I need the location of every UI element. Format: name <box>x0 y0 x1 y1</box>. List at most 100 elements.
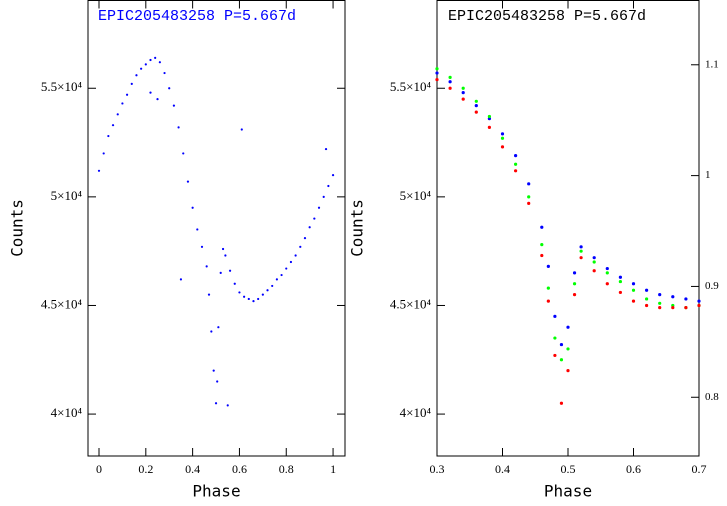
data-point <box>697 299 701 303</box>
data-point <box>233 282 236 285</box>
data-point <box>572 282 577 286</box>
y-axis-label: Counts <box>348 199 367 257</box>
data-point <box>275 278 278 281</box>
data-point <box>182 152 185 155</box>
x-tick-label: 0.4 <box>185 462 200 476</box>
data-point <box>435 67 439 71</box>
y-tick-label: 5×10⁴ <box>400 188 432 203</box>
data-point <box>461 90 465 95</box>
data-point <box>216 380 219 383</box>
data-point <box>102 152 105 155</box>
data-point <box>448 75 452 79</box>
data-point <box>500 145 505 149</box>
data-point <box>592 269 596 273</box>
data-point <box>448 80 452 84</box>
data-point <box>144 63 147 66</box>
data-point <box>224 254 227 257</box>
data-point <box>210 330 213 333</box>
y-tick-label: 4×10⁴ <box>51 405 83 420</box>
data-point <box>238 291 241 294</box>
data-point <box>196 228 199 231</box>
y-tick-label: 5×10⁴ <box>51 188 83 203</box>
data-point <box>191 206 194 209</box>
data-point <box>261 293 264 296</box>
x-tick-label: 0 <box>96 462 102 476</box>
data-point <box>448 86 452 90</box>
data-point <box>154 56 157 59</box>
data-point <box>487 125 491 129</box>
data-point <box>645 303 649 308</box>
data-point <box>540 243 544 247</box>
data-point <box>540 225 544 229</box>
data-point <box>313 217 316 220</box>
data-point <box>527 182 531 186</box>
data-point <box>605 271 609 275</box>
data-point <box>212 369 215 372</box>
data-point <box>130 82 133 86</box>
data-point <box>572 293 577 297</box>
data-point <box>684 306 688 310</box>
data-point <box>572 271 577 275</box>
data-point <box>266 289 269 292</box>
data-point <box>514 162 518 166</box>
data-point <box>240 128 243 131</box>
y-tick-label: 5.5×10⁴ <box>41 79 83 94</box>
data-point <box>107 134 110 138</box>
chart-title: EPIC205483258 P=5.667d <box>98 8 296 25</box>
data-point <box>280 273 283 277</box>
data-point <box>474 104 478 108</box>
data-point <box>566 347 570 351</box>
data-point <box>303 237 307 240</box>
data-point <box>671 295 675 299</box>
y2-tick-label: 0.9 <box>705 280 719 292</box>
data-point <box>474 110 478 114</box>
data-point <box>553 353 557 358</box>
data-point <box>658 301 662 305</box>
data-point <box>559 342 564 347</box>
data-point <box>566 325 570 329</box>
x-tick-label: 0.5 <box>561 462 576 476</box>
data-point <box>156 98 159 101</box>
data-point <box>592 260 596 264</box>
y-tick-label: 4.5×10⁴ <box>390 296 432 311</box>
data-point <box>116 113 119 116</box>
data-point <box>111 124 115 127</box>
y-tick-label: 4.5×10⁴ <box>41 296 83 311</box>
data-point <box>271 284 274 288</box>
data-point <box>221 247 225 251</box>
data-point <box>605 282 609 286</box>
data-point <box>435 77 439 82</box>
x-tick-label: 0.6 <box>626 462 641 476</box>
data-point <box>97 169 101 172</box>
data-point <box>294 254 297 257</box>
y-tick-label: 4×10⁴ <box>400 405 432 420</box>
data-point <box>546 286 550 290</box>
data-point <box>553 314 557 318</box>
data-point <box>435 71 439 75</box>
data-point <box>327 184 330 188</box>
x-tick-label: 1 <box>330 462 336 476</box>
data-point <box>631 282 636 286</box>
data-point <box>140 67 143 70</box>
x-tick-label: 0.6 <box>232 462 247 476</box>
data-point <box>219 271 222 274</box>
data-point <box>252 300 255 303</box>
x-axis-label: Phase <box>544 482 592 501</box>
y2-tick-label: 0.8 <box>705 391 719 403</box>
data-point <box>605 266 609 271</box>
data-point <box>149 58 152 62</box>
data-point <box>214 402 218 405</box>
data-point <box>540 253 544 258</box>
x-tick-label: 0.3 <box>430 462 445 476</box>
data-point <box>592 256 596 260</box>
data-point <box>243 295 246 298</box>
y2-tick-label: 1 <box>705 169 711 181</box>
data-point <box>121 102 124 105</box>
data-point <box>671 306 675 310</box>
data-point <box>125 93 129 96</box>
data-point <box>618 290 623 295</box>
data-point <box>158 61 161 64</box>
data-point <box>579 249 583 253</box>
x-tick-label: 0.2 <box>138 462 153 476</box>
